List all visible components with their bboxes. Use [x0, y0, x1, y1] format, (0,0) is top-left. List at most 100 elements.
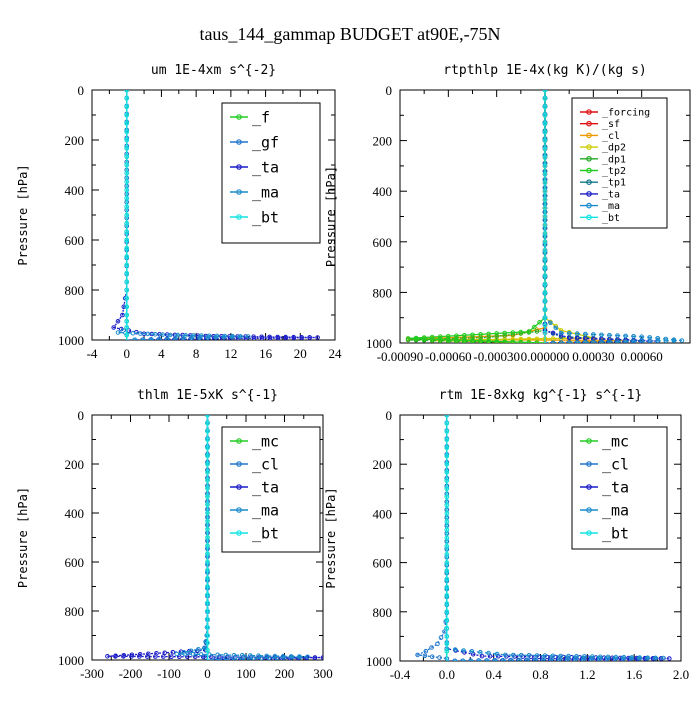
- series-marker: [461, 648, 466, 653]
- series-marker: [266, 655, 272, 660]
- series-marker: [590, 654, 595, 659]
- series-marker: [124, 204, 129, 209]
- legend-marker: [236, 139, 242, 145]
- y-tick-label: 200: [65, 457, 85, 472]
- series-marker: [558, 340, 564, 343]
- legend-label: _ma: [252, 501, 279, 519]
- x-tick-label: 0.0: [439, 667, 455, 682]
- series-marker: [180, 337, 185, 340]
- series-marker: [259, 335, 265, 340]
- series-marker: [444, 478, 450, 483]
- series-line-cl: [415, 415, 448, 661]
- series-marker: [174, 651, 179, 657]
- x-tick-label: -0.00030: [473, 349, 520, 364]
- legend-marker: [586, 214, 592, 221]
- series-marker: [177, 654, 182, 660]
- series-marker: [415, 652, 420, 658]
- x-tick-label: 0.4: [486, 667, 503, 682]
- series-marker: [205, 437, 210, 442]
- series-marker: [221, 334, 227, 340]
- legend: _forcing_sf_cl_dp2_dp1_tp2_tp1_ta_ma_bt: [571, 97, 668, 229]
- series-marker: [534, 653, 540, 658]
- series-marker: [237, 334, 243, 340]
- series-marker: [124, 129, 129, 134]
- series-marker: [124, 90, 129, 93]
- legend-label: _bt: [602, 213, 620, 224]
- legend-marker: [586, 109, 592, 115]
- series-marker: [478, 649, 483, 655]
- series-marker: [297, 654, 303, 660]
- series-marker: [291, 335, 297, 340]
- series-marker: [524, 657, 530, 661]
- x-tick-label: 0: [123, 346, 130, 361]
- series-marker: [115, 330, 121, 335]
- series-marker: [304, 655, 309, 660]
- series-marker: [256, 653, 261, 659]
- series-marker: [542, 188, 548, 194]
- series-marker: [164, 336, 170, 340]
- series-marker: [160, 332, 165, 337]
- series-marker: [542, 96, 548, 101]
- series-marker: [444, 486, 450, 492]
- series-marker: [124, 146, 129, 151]
- series-marker: [503, 652, 508, 658]
- series-marker: [532, 657, 538, 661]
- series-marker: [510, 330, 516, 335]
- series-marker: [205, 502, 210, 508]
- series-marker: [583, 340, 588, 343]
- series-marker: [444, 420, 450, 426]
- series-marker: [494, 339, 499, 343]
- series-marker: [124, 154, 129, 159]
- series-marker: [542, 315, 548, 321]
- series-marker: [124, 96, 129, 101]
- legend-label: _gf: [252, 133, 279, 151]
- series-marker: [435, 641, 440, 647]
- y-axis-label: Pressure [hPa]: [16, 487, 30, 588]
- series-marker: [550, 340, 556, 343]
- y-tick-label: 0: [78, 83, 85, 98]
- legend-box: [571, 97, 668, 229]
- series-marker: [444, 415, 450, 418]
- series-marker: [446, 337, 451, 343]
- series-marker: [111, 325, 116, 330]
- series-marker: [518, 329, 524, 335]
- series-marker: [607, 332, 612, 338]
- legend-marker: [586, 530, 592, 536]
- series-marker: [444, 437, 450, 442]
- series-marker: [542, 231, 548, 236]
- y-axis-label: Pressure [hPa]: [16, 164, 30, 265]
- legend-label: _cl: [252, 455, 279, 473]
- series-marker: [542, 330, 548, 336]
- series-marker: [205, 453, 210, 459]
- series-marker: [518, 339, 524, 343]
- series-marker: [470, 332, 475, 338]
- x-tick-label: 1.6: [626, 667, 643, 682]
- series-marker: [542, 180, 548, 186]
- series-marker: [478, 332, 483, 337]
- legend-label: _bt: [602, 524, 629, 542]
- series-marker: [615, 339, 620, 343]
- y-axis-label: Pressure [hPa]: [324, 487, 338, 588]
- series-marker: [580, 656, 586, 661]
- legend: _mc _cl _ta _ma _bt: [571, 426, 668, 550]
- y-tick-label: 800: [373, 605, 393, 620]
- x-tick-label: 0.000000: [521, 349, 570, 364]
- series-marker: [205, 543, 210, 549]
- series-marker: [124, 121, 129, 126]
- y-tick-label: 800: [65, 604, 85, 619]
- y-tick-label: 400: [373, 184, 393, 199]
- series-marker: [494, 334, 500, 339]
- series-marker: [671, 338, 677, 343]
- series-marker: [124, 332, 129, 338]
- series-marker: [542, 264, 548, 270]
- legend: _mc _cl _ta _ma _bt: [221, 426, 321, 553]
- y-tick-label: 400: [65, 183, 85, 198]
- series-marker: [542, 90, 548, 93]
- series-marker: [267, 335, 273, 340]
- legend-label: _mc: [602, 432, 629, 450]
- series-marker: [251, 656, 256, 660]
- series-marker: [205, 445, 210, 451]
- series-marker: [469, 649, 475, 654]
- chart-panel-2: rtpthlp 1E-4x(kg K)/(kg s) Pressure [hPa]…: [324, 63, 691, 364]
- series-marker: [444, 634, 450, 639]
